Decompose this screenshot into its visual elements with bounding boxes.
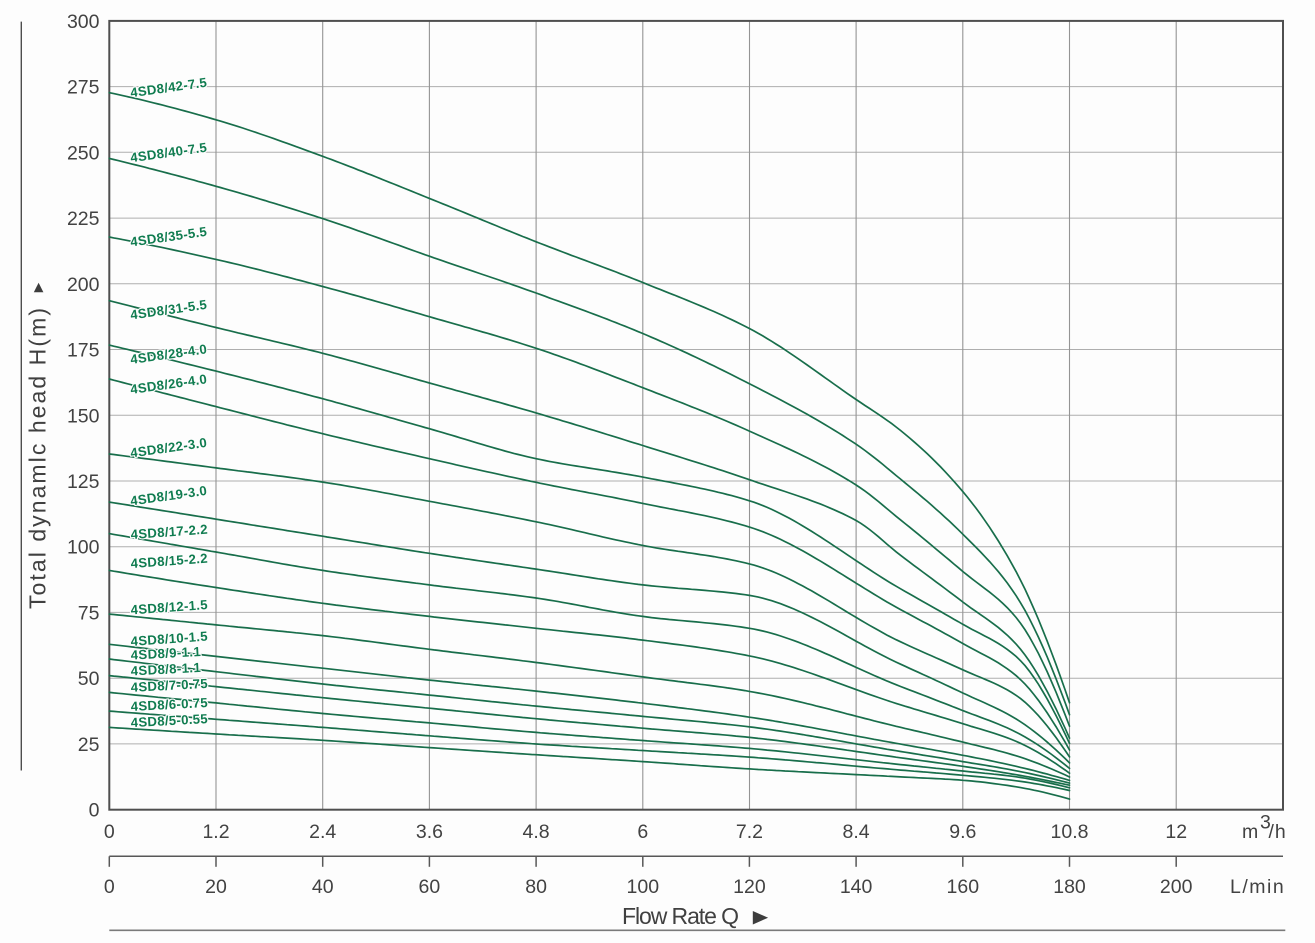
svg-text:250: 250 — [67, 142, 100, 164]
svg-text:4.8: 4.8 — [523, 821, 550, 843]
svg-text:4SD8/8-1.1: 4SD8/8-1.1 — [130, 660, 201, 679]
svg-text:4SD8/17-2.2: 4SD8/17-2.2 — [130, 522, 208, 542]
svg-text:225: 225 — [67, 208, 100, 230]
svg-text:275: 275 — [67, 77, 100, 99]
svg-text:/h: /h — [1269, 821, 1287, 843]
svg-text:9.6: 9.6 — [949, 821, 976, 843]
svg-text:4SD8/7-0.75: 4SD8/7-0.75 — [130, 676, 208, 695]
svg-text:80: 80 — [525, 876, 547, 898]
svg-text:20: 20 — [205, 876, 227, 898]
svg-text:140: 140 — [840, 876, 873, 898]
svg-text:L/min: L/min — [1230, 876, 1285, 898]
svg-text:10.8: 10.8 — [1051, 821, 1089, 843]
svg-text:3: 3 — [1260, 812, 1271, 834]
svg-text:12: 12 — [1165, 821, 1187, 843]
svg-text:100: 100 — [67, 537, 100, 559]
svg-text:3.6: 3.6 — [416, 821, 443, 843]
svg-text:300: 300 — [67, 11, 100, 33]
svg-text:125: 125 — [67, 471, 100, 493]
svg-text:4SD8/6-0.75: 4SD8/6-0.75 — [130, 695, 208, 714]
svg-text:0: 0 — [104, 821, 115, 843]
svg-text:0: 0 — [89, 800, 100, 822]
svg-text:200: 200 — [67, 274, 100, 296]
svg-text:8.4: 8.4 — [843, 821, 870, 843]
svg-text:120: 120 — [733, 876, 766, 898]
svg-text:7.2: 7.2 — [736, 821, 763, 843]
svg-text:0: 0 — [104, 876, 115, 898]
svg-text:4SD8/5-0.55: 4SD8/5-0.55 — [130, 711, 208, 730]
svg-text:75: 75 — [78, 603, 100, 625]
svg-text:25: 25 — [78, 734, 100, 756]
svg-text:200: 200 — [1160, 876, 1193, 898]
svg-text:50: 50 — [78, 668, 100, 690]
svg-text:100: 100 — [627, 876, 660, 898]
svg-text:60: 60 — [419, 876, 441, 898]
svg-text:Flow Rate Q: Flow Rate Q — [622, 903, 739, 929]
svg-text:180: 180 — [1053, 876, 1086, 898]
svg-text:2.4: 2.4 — [309, 821, 336, 843]
svg-text:160: 160 — [947, 876, 980, 898]
svg-text:175: 175 — [67, 340, 100, 362]
svg-text:4SD8/9-1.1: 4SD8/9-1.1 — [130, 644, 201, 663]
svg-text:4SD8/10-1.5: 4SD8/10-1.5 — [130, 629, 208, 649]
svg-text:150: 150 — [67, 405, 100, 427]
svg-text:Total dynamlc head H(m): Total dynamlc head H(m) — [25, 308, 51, 609]
svg-text:6: 6 — [637, 821, 648, 843]
svg-text:40: 40 — [312, 876, 334, 898]
svg-text:m: m — [1242, 821, 1258, 843]
svg-text:4SD8/15-2.2: 4SD8/15-2.2 — [130, 551, 208, 571]
svg-text:4SD8/12-1.5: 4SD8/12-1.5 — [130, 597, 208, 617]
svg-text:1.2: 1.2 — [202, 821, 229, 843]
